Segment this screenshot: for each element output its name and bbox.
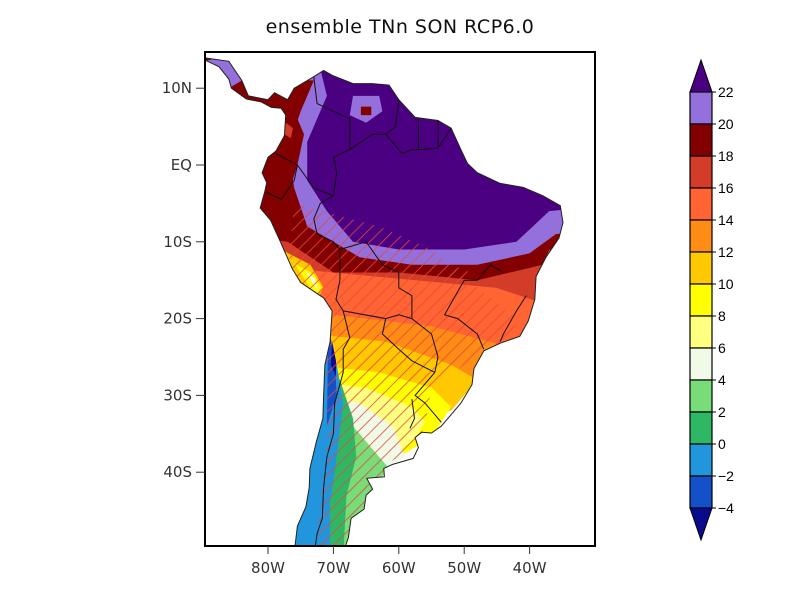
colorbar-box [689,411,713,445]
map-frame [204,51,596,547]
colorbar-label: −2 [718,468,734,484]
contour-band [205,57,242,89]
colorbar-label: 20 [718,116,734,132]
colorbar-label: 16 [718,180,734,196]
colorbar-label: 8 [718,308,726,324]
country-border [464,264,504,281]
colorbar-box [689,283,713,317]
contour-band [284,122,293,139]
colorbar-box [689,443,713,477]
colorbar-box [689,219,713,253]
y-tick-label: EQ [171,156,192,174]
colorbar-label: 14 [718,212,734,228]
x-tick-label: 50W [447,559,481,577]
y-axis: 10N EQ 10S 20S 30S 40S [162,79,205,481]
hatch-region [287,203,517,546]
country-border [499,295,527,342]
x-tick-label: 60W [382,559,416,577]
colorbar-extend-min [689,507,713,542]
colorbar-label: 0 [718,436,726,452]
y-tick-label: 30S [163,386,192,404]
x-tick-label: 40W [513,559,547,577]
x-axis: 80W 70W 60W 50W 40W [251,546,547,577]
contour-band [360,106,372,116]
colorbar-label: 6 [718,340,726,356]
colorbar-label: 2 [718,404,726,420]
significance-hatching [287,203,517,546]
colorbar-extend-max [689,58,713,93]
colorbar-label: −4 [718,500,734,516]
colorbar-box [689,123,713,157]
country-border [313,195,442,423]
country-border [335,249,351,338]
hatch-region [444,264,471,281]
colorbar-box [689,315,713,349]
colorbar-label: 4 [718,372,726,388]
country-border [343,310,413,320]
colorbar-box [689,91,713,125]
map-area [205,57,564,546]
country-border [381,318,436,373]
colorbar-box [689,155,713,189]
colorbar-box [689,475,713,509]
country-border [314,337,351,546]
colorbar-box [689,187,713,221]
coastline [205,57,564,546]
x-tick-label: 80W [251,559,285,577]
colorbar-label: 10 [718,276,734,292]
y-tick-label: 10N [162,79,192,97]
colorbar-box [689,251,713,285]
y-tick-label: 20S [163,310,192,328]
y-tick-label: 40S [163,463,192,481]
colorbar-label: 22 [718,84,734,100]
colorbar-box [689,347,713,381]
country-border [275,76,351,197]
country-border [443,279,485,350]
colorbar-box [689,379,713,413]
country-border [265,164,298,201]
chart-title: ensemble TNn SON RCP6.0 [265,16,535,38]
y-tick-label: 10S [163,233,192,251]
contour-band [205,334,344,546]
colorbar-label: 18 [718,148,734,164]
x-tick-label: 70W [316,559,350,577]
country-border [409,399,416,429]
country-border [385,127,452,155]
country-borders [265,76,527,546]
colorbar-label: 12 [718,244,734,260]
